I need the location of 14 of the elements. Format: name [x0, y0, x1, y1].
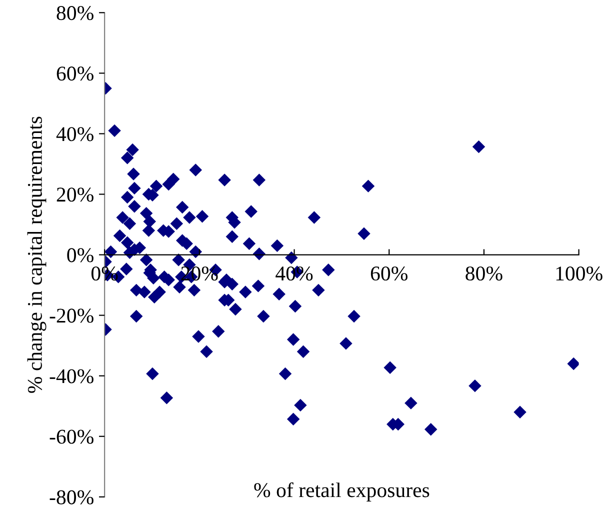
x-axis-title: % of retail exposures [254, 482, 430, 502]
y-tick-label: -40% [50, 369, 94, 384]
y-tick-label: 80% [56, 6, 94, 20]
y-tick-label: 0% [67, 248, 94, 262]
y-tick-label: 60% [56, 66, 94, 81]
x-tick-label: 60% [370, 266, 408, 281]
y-tick-label: -20% [50, 308, 94, 323]
y-tick-label: 20% [56, 188, 94, 202]
y-tick-label: -80% [50, 490, 94, 504]
x-tick-label: 100% [556, 266, 602, 281]
y-tick-label: -60% [50, 430, 94, 444]
y-axis-title: % change in capital requirements [27, 116, 46, 393]
x-tick-label: 80% [466, 266, 502, 281]
y-tick-label: 40% [56, 127, 94, 142]
